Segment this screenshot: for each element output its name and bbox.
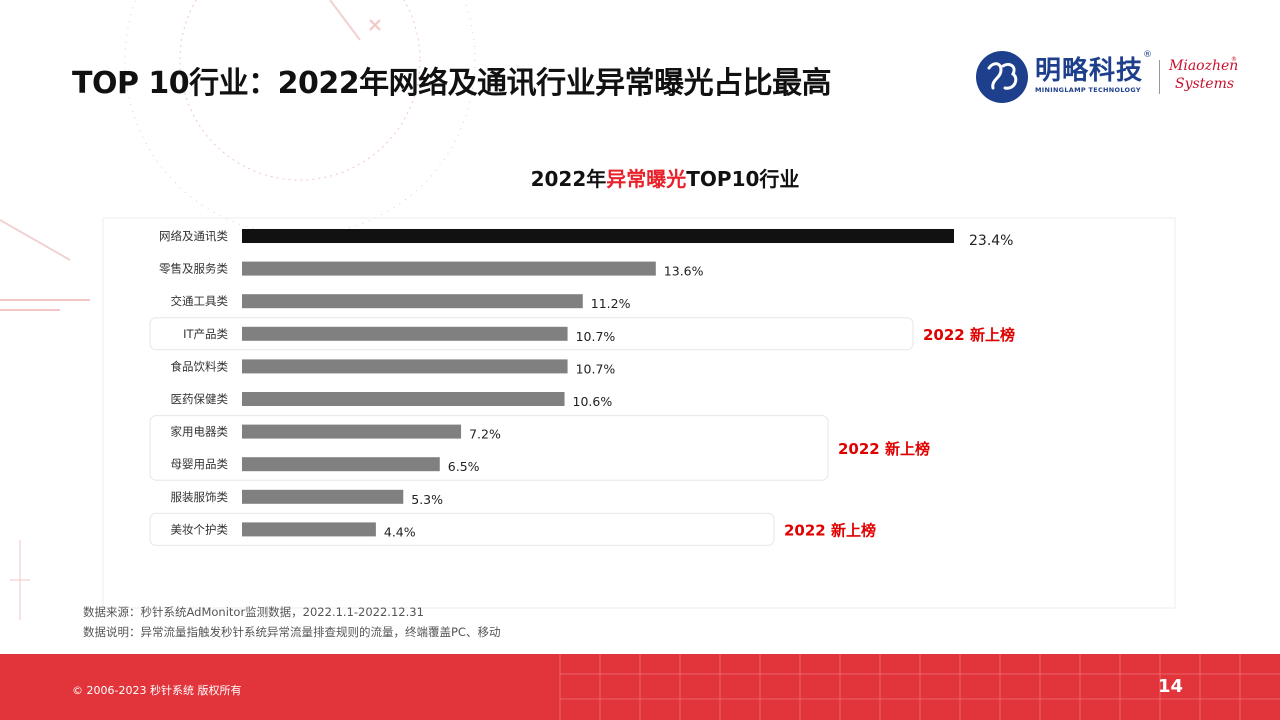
category-label: 服装服饰类 bbox=[171, 490, 229, 504]
value-label: 10.6% bbox=[573, 394, 613, 409]
value-label: 13.6% bbox=[664, 264, 704, 279]
logo-en-name: MININGLAMP TECHNOLOGY bbox=[1035, 86, 1141, 94]
chart-title-highlight: 异常曝光 bbox=[606, 167, 687, 191]
company-logo: 明略科技 ® MININGLAMP TECHNOLOGY Miaozhen Sy… bbox=[975, 46, 1239, 106]
value-label: 4.4% bbox=[384, 524, 416, 539]
value-label: 10.7% bbox=[576, 329, 616, 344]
partner-logo-line1: Miaozhen bbox=[1169, 58, 1239, 74]
annotation-box bbox=[149, 317, 914, 351]
page-title: TOP 10行业：2022年网络及通讯行业异常曝光占比最高 bbox=[72, 66, 832, 101]
value-label: 7.2% bbox=[469, 427, 501, 442]
value-label: 10.7% bbox=[576, 361, 616, 376]
value-label: 11.2% bbox=[591, 296, 631, 311]
value-label: 6.5% bbox=[448, 459, 480, 474]
category-label: 母婴用品类 bbox=[171, 457, 229, 471]
bar bbox=[242, 229, 954, 243]
copyright-text: © 2006-2023 秒针系统 版权所有 bbox=[72, 684, 242, 697]
annotation-label: 2022 新上榜 bbox=[838, 440, 930, 458]
chart-title-suffix: TOP10行业 bbox=[686, 167, 800, 191]
partner-registered-mark: ® bbox=[1231, 56, 1237, 63]
category-label: 美妆个护类 bbox=[171, 522, 229, 536]
partner-logo-line2: Systems bbox=[1175, 76, 1235, 92]
category-label: 食品饮料类 bbox=[171, 359, 229, 373]
chart-frame bbox=[102, 217, 1176, 609]
bar bbox=[242, 359, 568, 374]
bar bbox=[242, 326, 568, 341]
data-source-note: 数据来源：秒针系统AdMonitor监测数据，2022.1.1-2022.12.… bbox=[83, 605, 424, 619]
bar bbox=[242, 489, 404, 504]
bar bbox=[242, 522, 376, 537]
logo-registered-mark: ® bbox=[1143, 50, 1152, 60]
footer-grid-decoration bbox=[559, 654, 1280, 720]
annotation-box bbox=[149, 512, 775, 546]
category-label: 网络及通讯类 bbox=[159, 229, 228, 243]
bar-layer: 网络及通讯类 23.4% 零售及服务类 13.6% 交通工具类 11.2% IT产品类 10.… bbox=[159, 229, 1013, 539]
category-label: 家用电器类 bbox=[171, 425, 229, 439]
bar bbox=[242, 261, 656, 276]
bar bbox=[242, 424, 462, 439]
bar bbox=[242, 294, 583, 309]
category-label: 医药保健类 bbox=[171, 392, 229, 406]
category-label: IT产品类 bbox=[183, 327, 228, 341]
annotation-layer: 2022 新上榜 2022 新上榜 2022 新上榜 bbox=[149, 317, 1015, 546]
footer-bar: © 2006-2023 秒针系统 版权所有 14 bbox=[0, 654, 1280, 720]
value-label: 5.3% bbox=[411, 492, 443, 507]
annotation-box bbox=[149, 415, 829, 481]
annotation-label: 2022 新上榜 bbox=[784, 521, 876, 539]
chart-title: 2022年异常曝光TOP10行业 bbox=[0, 163, 1280, 192]
chart-title-prefix: 2022年 bbox=[530, 167, 607, 191]
category-label: 交通工具类 bbox=[171, 294, 229, 308]
page-number: 14 bbox=[1158, 676, 1184, 697]
mininglamp-logo-icon bbox=[976, 51, 1028, 103]
bar bbox=[242, 457, 440, 472]
bar bbox=[242, 392, 565, 406]
category-label: 零售及服务类 bbox=[159, 262, 228, 276]
logo-cn-name: 明略科技 bbox=[1035, 56, 1144, 86]
data-explanation-note: 数据说明：异常流量指触发秒针系统异常流量排查规则的流量，终端覆盖PC、移动 bbox=[83, 625, 501, 639]
value-label: 23.4% bbox=[969, 233, 1013, 249]
logo-divider bbox=[1159, 60, 1160, 94]
annotation-label: 2022 新上榜 bbox=[923, 326, 1015, 344]
